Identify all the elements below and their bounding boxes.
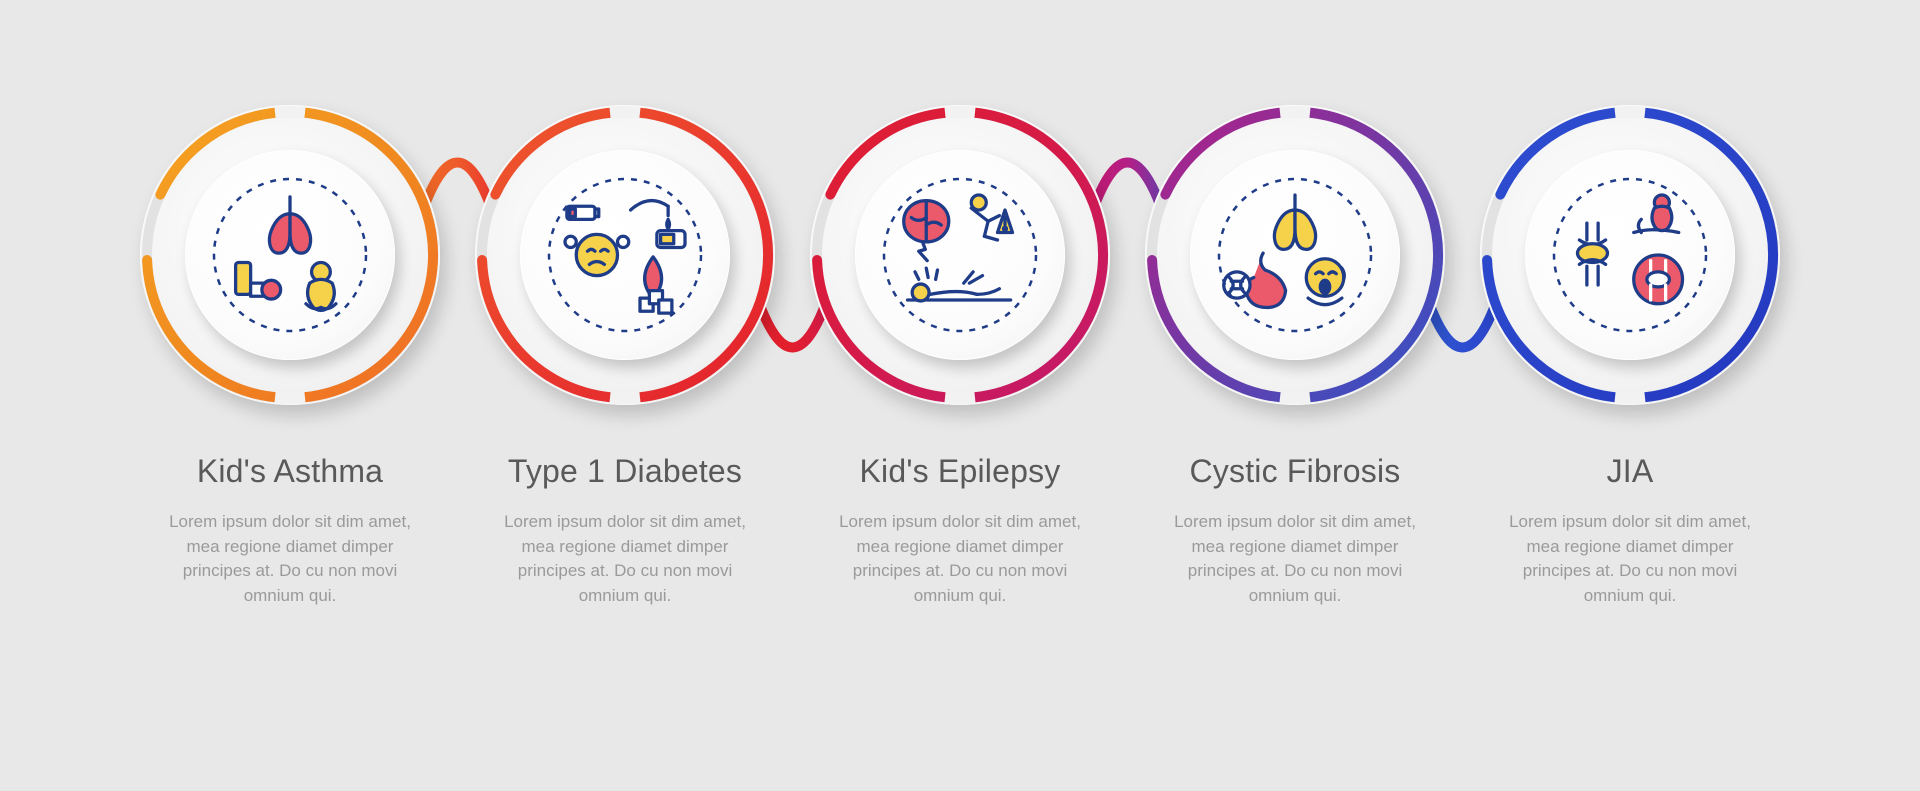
- step-description: Lorem ipsum dolor sit dim amet, mea regi…: [155, 510, 425, 609]
- inner-disc: [855, 150, 1065, 360]
- inner-disc: [1525, 150, 1735, 360]
- cystic-icon: [1215, 175, 1375, 335]
- step-title: Kid's Asthma: [140, 453, 440, 490]
- label-block: Type 1 Diabetes Lorem ipsum dolor sit dim…: [475, 453, 775, 609]
- inner-disc: [185, 150, 395, 360]
- step-description: Lorem ipsum dolor sit dim amet, mea regi…: [1160, 510, 1430, 609]
- inner-disc: [1190, 150, 1400, 360]
- circle-wrap: [140, 105, 440, 405]
- circle-wrap: [1480, 105, 1780, 405]
- step-title: Kid's Epilepsy: [810, 453, 1110, 490]
- label-block: Cystic Fibrosis Lorem ipsum dolor sit dim…: [1145, 453, 1445, 609]
- asthma-icon: [210, 175, 370, 335]
- label-block: JIA Lorem ipsum dolor sit dim amet, mea r…: [1480, 453, 1780, 609]
- jia-icon: [1550, 175, 1710, 335]
- infographic-stage: Kid's Asthma Lorem ipsum dolor sit dim am…: [0, 0, 1920, 791]
- step-jia: JIA Lorem ipsum dolor sit dim amet, mea r…: [1480, 105, 1780, 609]
- step-description: Lorem ipsum dolor sit dim amet, mea regi…: [1495, 510, 1765, 609]
- step-diabetes: Type 1 Diabetes Lorem ipsum dolor sit dim…: [475, 105, 775, 609]
- inner-disc: [520, 150, 730, 360]
- step-epilepsy: Kid's Epilepsy Lorem ipsum dolor sit dim …: [810, 105, 1110, 609]
- step-title: Type 1 Diabetes: [475, 453, 775, 490]
- step-asthma: Kid's Asthma Lorem ipsum dolor sit dim am…: [140, 105, 440, 609]
- step-cystic: Cystic Fibrosis Lorem ipsum dolor sit dim…: [1145, 105, 1445, 609]
- diabetes-icon: [545, 175, 705, 335]
- step-title: JIA: [1480, 453, 1780, 490]
- circle-wrap: [1145, 105, 1445, 405]
- epilepsy-icon: [880, 175, 1040, 335]
- circle-wrap: [810, 105, 1110, 405]
- step-description: Lorem ipsum dolor sit dim amet, mea regi…: [490, 510, 760, 609]
- circle-wrap: [475, 105, 775, 405]
- step-description: Lorem ipsum dolor sit dim amet, mea regi…: [825, 510, 1095, 609]
- label-block: Kid's Asthma Lorem ipsum dolor sit dim am…: [140, 453, 440, 609]
- step-title: Cystic Fibrosis: [1145, 453, 1445, 490]
- label-block: Kid's Epilepsy Lorem ipsum dolor sit dim …: [810, 453, 1110, 609]
